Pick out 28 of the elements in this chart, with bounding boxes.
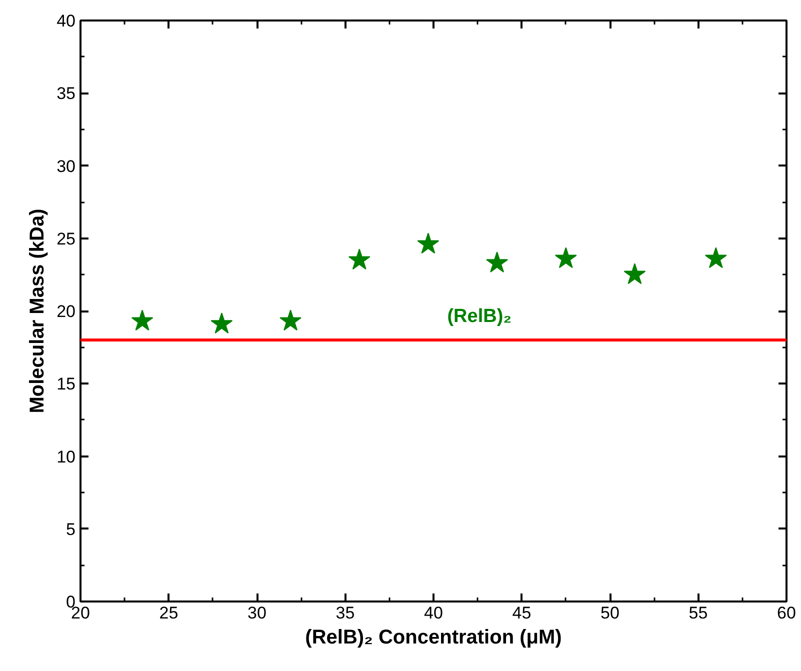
y-tick-label: 25 xyxy=(56,229,76,248)
x-tick-label: 25 xyxy=(159,604,178,622)
point xyxy=(486,252,508,272)
y-tick-label: 5 xyxy=(66,520,76,539)
ref-line-label: (RelB)₂ xyxy=(447,306,512,327)
y-tick-label: 30 xyxy=(56,156,76,176)
x-tick-label: 60 xyxy=(777,604,796,622)
x-axis-title: (RelB)₂ Concentration (μM) xyxy=(305,626,562,648)
point xyxy=(624,263,646,284)
y-tick-label: 15 xyxy=(56,374,76,394)
point xyxy=(348,248,370,270)
point xyxy=(131,310,154,331)
x-tick-label: 45 xyxy=(512,604,532,622)
y-tick-label: 40 xyxy=(56,12,76,30)
x-tick-label: 55 xyxy=(688,604,708,622)
y-tick-label: 20 xyxy=(56,302,76,321)
y-tick-label: 10 xyxy=(56,447,76,466)
y-axis-title: Molecular Mass (kDa) xyxy=(26,208,49,414)
x-tick-label: 50 xyxy=(600,604,620,622)
point xyxy=(554,247,577,268)
x-tick-label: 35 xyxy=(336,604,355,622)
point xyxy=(280,310,302,331)
y-tick-label: 35 xyxy=(56,84,76,104)
point xyxy=(417,232,440,254)
point xyxy=(704,247,727,268)
point xyxy=(210,312,233,334)
x-tick-label: 40 xyxy=(424,604,443,622)
x-tick-label: 30 xyxy=(248,604,266,622)
